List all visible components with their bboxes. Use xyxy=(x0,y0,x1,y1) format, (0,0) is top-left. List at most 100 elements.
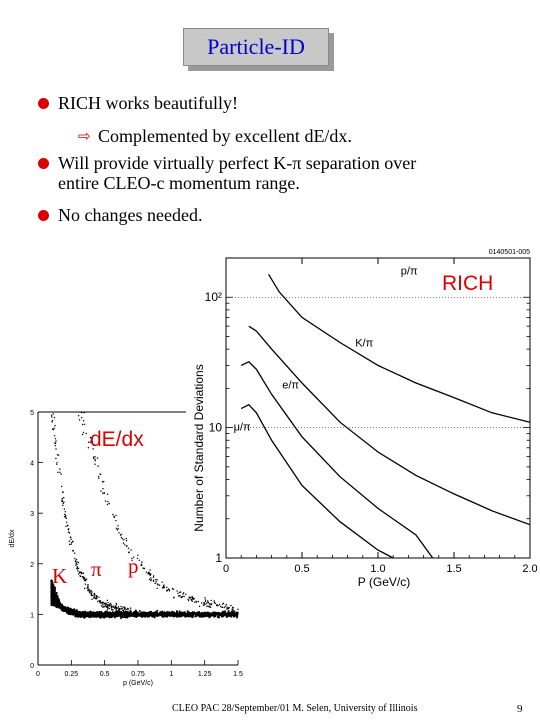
dedx-point xyxy=(51,591,54,594)
dedx-point xyxy=(123,539,125,541)
dedx-y-axis-label: dE/dx xyxy=(9,529,16,547)
dedx-point xyxy=(226,608,228,610)
marker-k: K xyxy=(52,564,68,588)
rich-y-tick-label: 10 xyxy=(209,421,223,435)
dedx-point xyxy=(110,608,113,611)
dedx-point xyxy=(76,563,78,566)
dedx-point xyxy=(104,602,107,604)
dedx-point xyxy=(82,431,85,434)
dedx-point xyxy=(213,615,216,618)
rich-panel-label: RICH xyxy=(442,272,494,295)
dedx-point xyxy=(140,611,143,614)
dedx-point xyxy=(106,493,109,495)
dedx-point xyxy=(150,577,152,579)
dedx-point xyxy=(172,588,175,591)
dedx-point xyxy=(67,524,69,527)
rich-curve-label: K/π xyxy=(355,337,373,349)
dedx-point xyxy=(115,604,118,606)
dedx-point xyxy=(57,597,60,600)
dedx-point xyxy=(146,612,149,615)
marker-pi: π xyxy=(91,557,102,581)
dedx-point xyxy=(51,419,54,422)
dedx-point xyxy=(106,503,109,506)
dedx-point xyxy=(83,411,85,414)
dedx-point xyxy=(79,615,82,618)
dedx-point xyxy=(113,516,116,519)
dedx-point xyxy=(179,612,182,615)
dedx-point xyxy=(211,613,214,616)
dedx-point xyxy=(76,561,78,563)
dedx-point xyxy=(205,615,208,618)
dedx-point xyxy=(120,617,122,620)
dedx-point xyxy=(64,515,67,518)
dedx-point xyxy=(89,441,91,444)
dedx-point xyxy=(182,592,185,594)
dedx-point xyxy=(234,613,237,616)
dedx-point xyxy=(76,611,78,614)
dedx-point xyxy=(77,570,79,572)
dedx-point xyxy=(50,588,53,591)
dedx-point xyxy=(127,610,129,613)
dedx-point xyxy=(77,573,80,575)
dedx-point xyxy=(101,602,103,605)
dedx-point xyxy=(191,616,194,619)
dedx-point xyxy=(64,510,67,513)
dedx-point xyxy=(107,604,110,606)
dedx-point xyxy=(72,550,75,552)
dedx-point xyxy=(214,602,217,605)
dedx-panel-label: dE/dx xyxy=(90,428,144,451)
dedx-point xyxy=(193,601,196,604)
dedx-point xyxy=(132,613,135,616)
dedx-point xyxy=(56,462,58,464)
dedx-point xyxy=(50,602,53,604)
dedx-point xyxy=(112,513,114,516)
dedx-point xyxy=(155,581,157,583)
dedx-point xyxy=(122,542,125,544)
dedx-point xyxy=(138,559,141,562)
dedx-point xyxy=(55,595,58,598)
dedx-point xyxy=(180,596,183,598)
dedx-point xyxy=(148,614,151,617)
dedx-point xyxy=(85,578,88,580)
dedx-point xyxy=(173,614,176,617)
rich-y-axis-label: Number of Standard Deviations xyxy=(192,364,206,531)
dedx-point xyxy=(216,604,218,607)
dedx-point xyxy=(100,605,103,607)
dedx-point xyxy=(123,611,125,614)
dedx-point xyxy=(58,606,61,609)
dedx-point xyxy=(197,611,200,614)
dedx-point xyxy=(52,594,55,597)
dedx-point xyxy=(103,602,106,605)
dedx-point xyxy=(209,603,212,606)
dedx-point xyxy=(190,598,192,601)
dedx-point xyxy=(50,594,53,596)
dedx-point xyxy=(183,614,186,617)
dedx-point xyxy=(191,597,194,600)
dedx-point xyxy=(148,611,151,613)
dedx-point xyxy=(51,599,54,601)
dedx-point xyxy=(205,603,207,605)
dedx-point xyxy=(92,457,95,460)
dedx-point xyxy=(152,580,155,582)
dedx-point xyxy=(80,416,83,419)
dedx-point xyxy=(103,615,106,618)
dedx-point xyxy=(150,580,152,582)
dedx-point xyxy=(210,599,212,602)
dedx-point xyxy=(156,583,159,585)
dedx-point xyxy=(230,610,233,613)
dedx-point xyxy=(97,600,99,603)
dedx-point xyxy=(60,603,63,606)
dedx-point xyxy=(67,606,70,609)
dedx-point xyxy=(57,604,60,607)
dedx-point xyxy=(177,595,180,597)
dedx-point xyxy=(167,588,170,590)
dedx-point xyxy=(83,423,86,426)
dedx-point xyxy=(98,596,100,599)
dedx-point xyxy=(219,605,222,608)
dedx-point xyxy=(63,606,65,609)
dedx-point xyxy=(232,609,234,611)
dedx-point xyxy=(96,457,99,459)
dedx-point xyxy=(120,533,123,536)
dedx-point xyxy=(105,605,107,608)
dedx-point xyxy=(116,529,119,531)
